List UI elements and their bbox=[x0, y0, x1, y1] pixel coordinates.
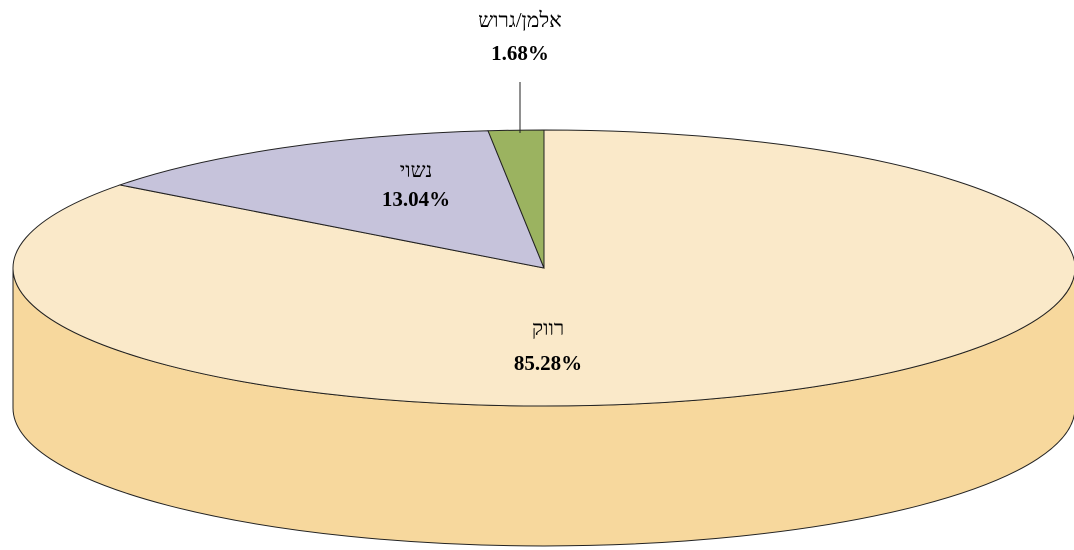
slice-label: רווק bbox=[532, 316, 564, 340]
slice-label: נשוי bbox=[400, 158, 433, 182]
slice-value: 13.04% bbox=[382, 187, 450, 211]
slice-value: 1.68% bbox=[491, 41, 549, 65]
pie-slice bbox=[118, 130, 545, 269]
slice-value: 85.28% bbox=[514, 351, 582, 375]
slice-label: אלמן/גרוש bbox=[478, 8, 562, 32]
pie-slice bbox=[487, 129, 545, 269]
